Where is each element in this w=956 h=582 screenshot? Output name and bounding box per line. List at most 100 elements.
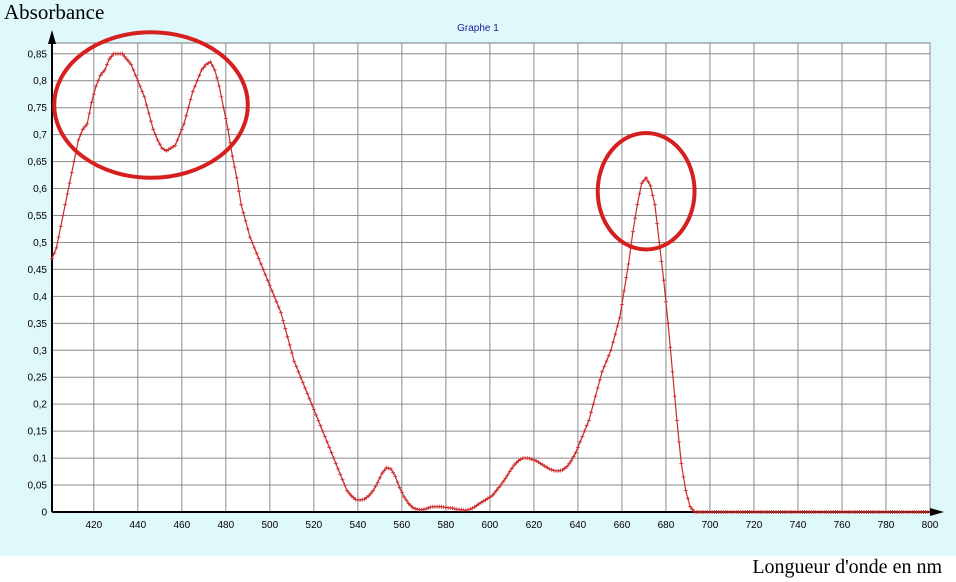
x-tick-label: 760 (834, 520, 851, 531)
data-point-marker (503, 476, 508, 481)
data-point-marker (239, 202, 244, 207)
data-point-marker (397, 485, 402, 490)
data-point-marker (285, 334, 290, 339)
spectrum-series (50, 51, 932, 514)
data-point-marker (151, 127, 156, 132)
data-point-marker (129, 62, 134, 67)
data-point-marker (663, 299, 668, 304)
data-point-marker (404, 498, 409, 503)
data-point-marker (650, 193, 655, 198)
data-point-marker (685, 496, 690, 501)
data-point-marker (525, 456, 530, 461)
data-point-marker (558, 468, 563, 473)
data-point-marker (424, 506, 429, 511)
data-point-marker (204, 62, 208, 67)
data-point-marker (652, 202, 657, 207)
data-point-marker (127, 59, 131, 64)
data-point-marker (85, 121, 90, 126)
data-point-marker (668, 345, 673, 350)
data-point-marker (507, 469, 512, 474)
data-point-marker (564, 464, 569, 469)
data-point-marker (245, 227, 250, 231)
y-tick-label: 0,1 (33, 454, 47, 465)
data-point-marker (283, 326, 288, 331)
x-tick-label: 620 (526, 520, 543, 531)
data-point-marker (212, 68, 217, 72)
x-tick-label: 680 (658, 520, 675, 531)
axis-arrows (48, 30, 944, 516)
data-point-marker (177, 132, 182, 137)
data-point-marker (155, 138, 160, 142)
data-point-marker (529, 457, 534, 462)
data-point-marker (265, 278, 270, 283)
data-point-marker (595, 386, 600, 390)
data-point-marker (190, 89, 195, 94)
data-point-marker (289, 351, 294, 355)
data-point-marker (362, 497, 367, 502)
data-point-marker (657, 240, 662, 245)
data-point-marker (516, 458, 521, 463)
data-point-marker (371, 488, 376, 493)
data-point-marker (188, 97, 193, 102)
data-point-marker (69, 170, 74, 175)
x-tick-label: 480 (217, 520, 234, 531)
data-point-marker (197, 73, 202, 78)
data-point-marker (296, 369, 301, 374)
data-point-marker (666, 321, 671, 326)
data-point-marker (199, 68, 204, 72)
data-point-marker (292, 359, 297, 364)
data-point-marker (120, 51, 125, 56)
data-point-marker (309, 402, 314, 407)
data-point-marker (146, 111, 151, 116)
data-point-marker (344, 488, 349, 493)
data-point-marker (597, 377, 602, 382)
data-point-marker (494, 488, 499, 493)
data-point-marker (195, 78, 200, 83)
data-point-marker (393, 474, 398, 479)
data-point-marker (540, 462, 545, 467)
data-point-marker (600, 369, 605, 374)
data-point-marker (58, 224, 63, 229)
data-point-marker (604, 359, 609, 364)
data-point-marker (149, 119, 153, 124)
x-tick-label: 580 (438, 520, 455, 531)
data-point-marker (661, 278, 666, 283)
data-point-marker (254, 251, 259, 256)
x-tick-label: 420 (85, 520, 102, 531)
data-point-marker (496, 485, 501, 490)
data-point-marker (175, 138, 180, 142)
data-point-marker (193, 84, 197, 89)
data-point-marker (50, 256, 54, 261)
data-point-marker (164, 148, 169, 153)
data-point-marker (210, 63, 215, 68)
data-point-marker (611, 340, 616, 345)
data-point-marker (67, 181, 72, 186)
data-point-marker (98, 73, 103, 78)
data-point-marker (388, 466, 393, 471)
y-tick-label: 0,7 (33, 130, 47, 141)
data-point-marker (300, 380, 305, 385)
data-point-marker (358, 498, 363, 503)
data-point-marker (182, 121, 186, 126)
data-point-marker (421, 507, 426, 512)
highlight-ellipse (52, 30, 250, 180)
data-point-marker (89, 100, 94, 105)
data-point-marker (230, 154, 235, 159)
data-point-marker (162, 147, 167, 152)
data-point-marker (166, 147, 171, 152)
data-point-marker (76, 138, 81, 142)
data-point-marker (580, 434, 585, 439)
data-point-marker (250, 240, 255, 245)
data-point-marker (122, 54, 127, 59)
data-point-marker (234, 175, 239, 180)
data-point-marker (72, 159, 76, 164)
data-point-marker (369, 491, 374, 496)
data-point-marker (602, 364, 607, 369)
data-point-marker (487, 495, 492, 500)
data-point-marker (463, 508, 468, 513)
data-point-marker (318, 423, 323, 428)
data-point-marker (483, 497, 488, 502)
data-point-marker (320, 429, 325, 434)
data-point-marker (617, 315, 622, 320)
data-point-marker (307, 396, 312, 401)
